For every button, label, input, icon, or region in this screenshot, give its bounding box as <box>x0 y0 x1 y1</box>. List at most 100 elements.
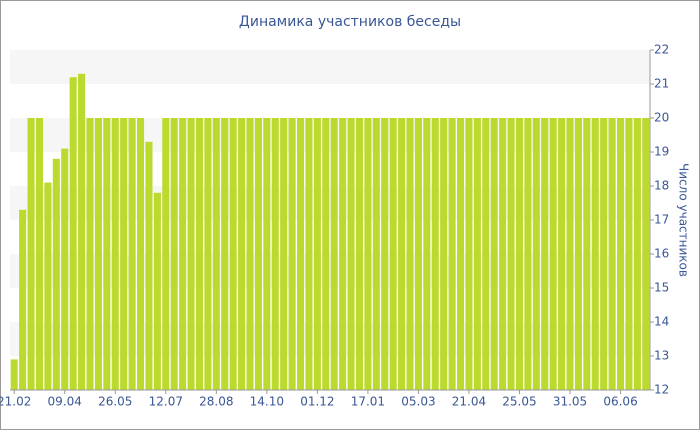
x-tick-label: 12.07 <box>149 395 183 409</box>
bar <box>524 118 532 390</box>
x-tick-label: 05.03 <box>401 395 435 409</box>
x-tick-label: 26.05 <box>98 395 132 409</box>
x-tick-label: 06.06 <box>603 395 637 409</box>
bar <box>170 118 178 390</box>
bar <box>52 158 60 390</box>
y-tick-label: 16 <box>654 247 669 261</box>
bar <box>162 118 170 390</box>
x-tick-label: 17.01 <box>351 395 385 409</box>
bar <box>195 118 204 390</box>
bar <box>254 118 262 390</box>
bar <box>313 118 321 390</box>
bar <box>490 118 498 390</box>
bar <box>263 118 271 390</box>
bar <box>179 118 187 390</box>
bar <box>145 141 153 390</box>
bar <box>27 118 35 390</box>
bar <box>204 118 212 390</box>
x-tick-label: 09.04 <box>48 395 82 409</box>
x-tick-label: 21.02 <box>0 395 31 409</box>
bar <box>616 118 625 390</box>
y-tick-label: 22 <box>654 43 669 57</box>
bar <box>280 118 288 390</box>
bar <box>347 118 355 390</box>
bar <box>322 118 330 390</box>
bar <box>78 73 86 391</box>
bar <box>69 77 77 390</box>
bar <box>10 359 18 390</box>
bar <box>103 118 111 390</box>
y-tick-label: 21 <box>654 77 669 91</box>
bar <box>625 118 633 390</box>
bar <box>440 118 448 390</box>
bar <box>364 118 372 390</box>
y-tick-label: 12 <box>654 383 669 397</box>
bar <box>229 118 237 390</box>
bar <box>398 118 406 390</box>
bar <box>566 118 574 390</box>
bar <box>35 118 44 390</box>
bar <box>448 118 456 390</box>
grid-band <box>10 50 650 84</box>
y-tick-label: 17 <box>654 213 669 227</box>
bar <box>44 182 52 390</box>
bar <box>431 118 439 390</box>
x-tick-label: 25.05 <box>502 395 536 409</box>
y-axis-label: Число участников <box>677 163 691 277</box>
bar <box>583 118 591 390</box>
bar <box>111 118 119 390</box>
y-tick-label: 18 <box>654 179 669 193</box>
y-tick-label: 20 <box>654 111 669 125</box>
y-tick-label: 13 <box>654 349 669 363</box>
bar <box>456 118 465 390</box>
bar <box>128 118 136 390</box>
bar <box>389 118 397 390</box>
bar <box>515 118 524 390</box>
x-tick-label: 31.05 <box>553 395 587 409</box>
bar <box>212 118 220 390</box>
bar <box>120 118 128 390</box>
y-tick-label: 15 <box>654 281 669 295</box>
bar <box>465 118 473 390</box>
bar <box>591 118 599 390</box>
bar <box>153 192 161 390</box>
bar <box>372 118 380 390</box>
bar <box>558 118 566 390</box>
bar <box>221 118 229 390</box>
bar <box>246 118 254 390</box>
bar <box>541 118 549 390</box>
bar <box>600 118 608 390</box>
bar <box>305 118 313 390</box>
x-tick-label: 28.08 <box>199 395 233 409</box>
bar <box>499 118 507 390</box>
bar <box>633 118 641 390</box>
bar <box>296 118 305 390</box>
bar <box>473 118 481 390</box>
bar <box>288 118 296 390</box>
bar <box>642 118 650 390</box>
bar <box>414 118 422 390</box>
y-tick-label: 19 <box>654 145 669 159</box>
bar <box>330 118 338 390</box>
bar <box>608 118 616 390</box>
bar <box>549 118 557 390</box>
bar <box>423 118 431 390</box>
bar <box>94 118 102 390</box>
chart-title: Динамика участников беседы <box>239 14 461 30</box>
bar <box>19 209 27 390</box>
x-tick-label: 21.04 <box>452 395 486 409</box>
bar <box>355 118 364 390</box>
bar <box>574 118 582 390</box>
bar <box>381 118 389 390</box>
bar <box>187 118 195 390</box>
bar <box>482 118 490 390</box>
bar <box>271 118 279 390</box>
bar <box>136 118 145 390</box>
x-tick-label: 14.10 <box>250 395 284 409</box>
bar <box>339 118 347 390</box>
bar <box>61 148 69 390</box>
bar <box>507 118 515 390</box>
bar <box>86 118 94 390</box>
x-tick-label: 01.12 <box>300 395 334 409</box>
